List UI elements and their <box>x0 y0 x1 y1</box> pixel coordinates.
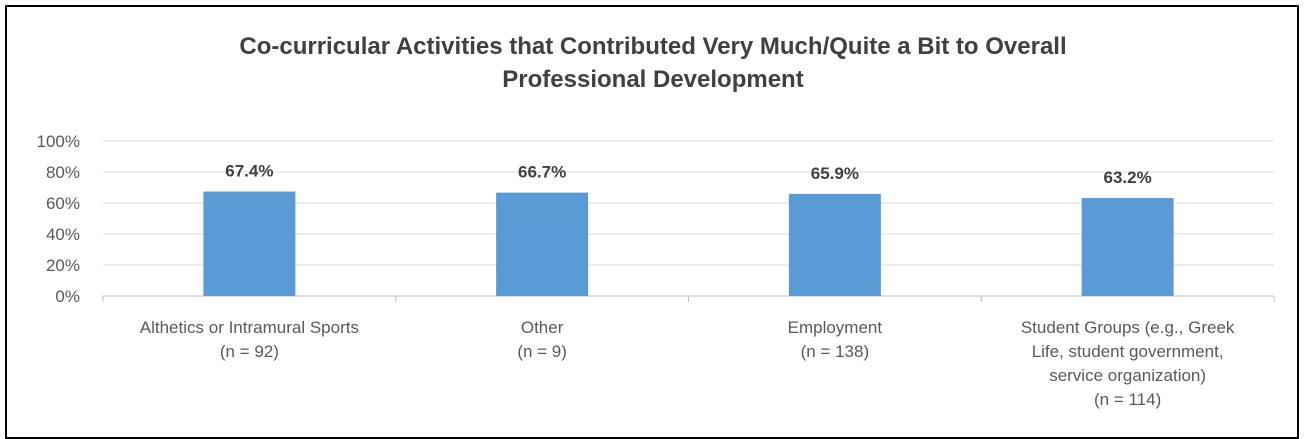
bar <box>203 191 296 296</box>
y-tick-label: 80% <box>46 163 80 182</box>
category-label: Life, student government, <box>1032 342 1224 361</box>
category-label: service organization) <box>1049 366 1206 385</box>
category-label: Althetics or Intramural Sports <box>140 318 359 337</box>
bar <box>788 193 881 296</box>
y-tick-label: 100% <box>37 132 80 151</box>
bar <box>496 192 589 296</box>
data-label: 67.4% <box>225 162 273 181</box>
y-tick-label: 20% <box>46 256 80 275</box>
y-tick-label: 40% <box>46 225 80 244</box>
category-label: Student Groups (e.g., Greek <box>1021 318 1235 337</box>
data-label: 66.7% <box>518 163 566 182</box>
bar <box>1081 198 1174 296</box>
category-label: Employment <box>788 318 883 337</box>
y-tick-label: 0% <box>55 287 80 306</box>
category-label: (n = 92) <box>220 342 279 361</box>
category-label: (n = 138) <box>801 342 870 361</box>
category-label: (n = 9) <box>517 342 567 361</box>
data-label: 63.2% <box>1104 168 1152 187</box>
chart-title-line-2: Professional Development <box>502 66 804 93</box>
category-label: Other <box>521 318 564 337</box>
data-label: 65.9% <box>811 164 859 183</box>
category-label: (n = 114) <box>1094 390 1161 409</box>
y-tick-label: 60% <box>46 194 80 213</box>
chart-title-line-1: Co-curricular Activities that Contribute… <box>239 33 1067 60</box>
chart-title: Co-curricular Activities that Contribute… <box>0 30 1306 96</box>
